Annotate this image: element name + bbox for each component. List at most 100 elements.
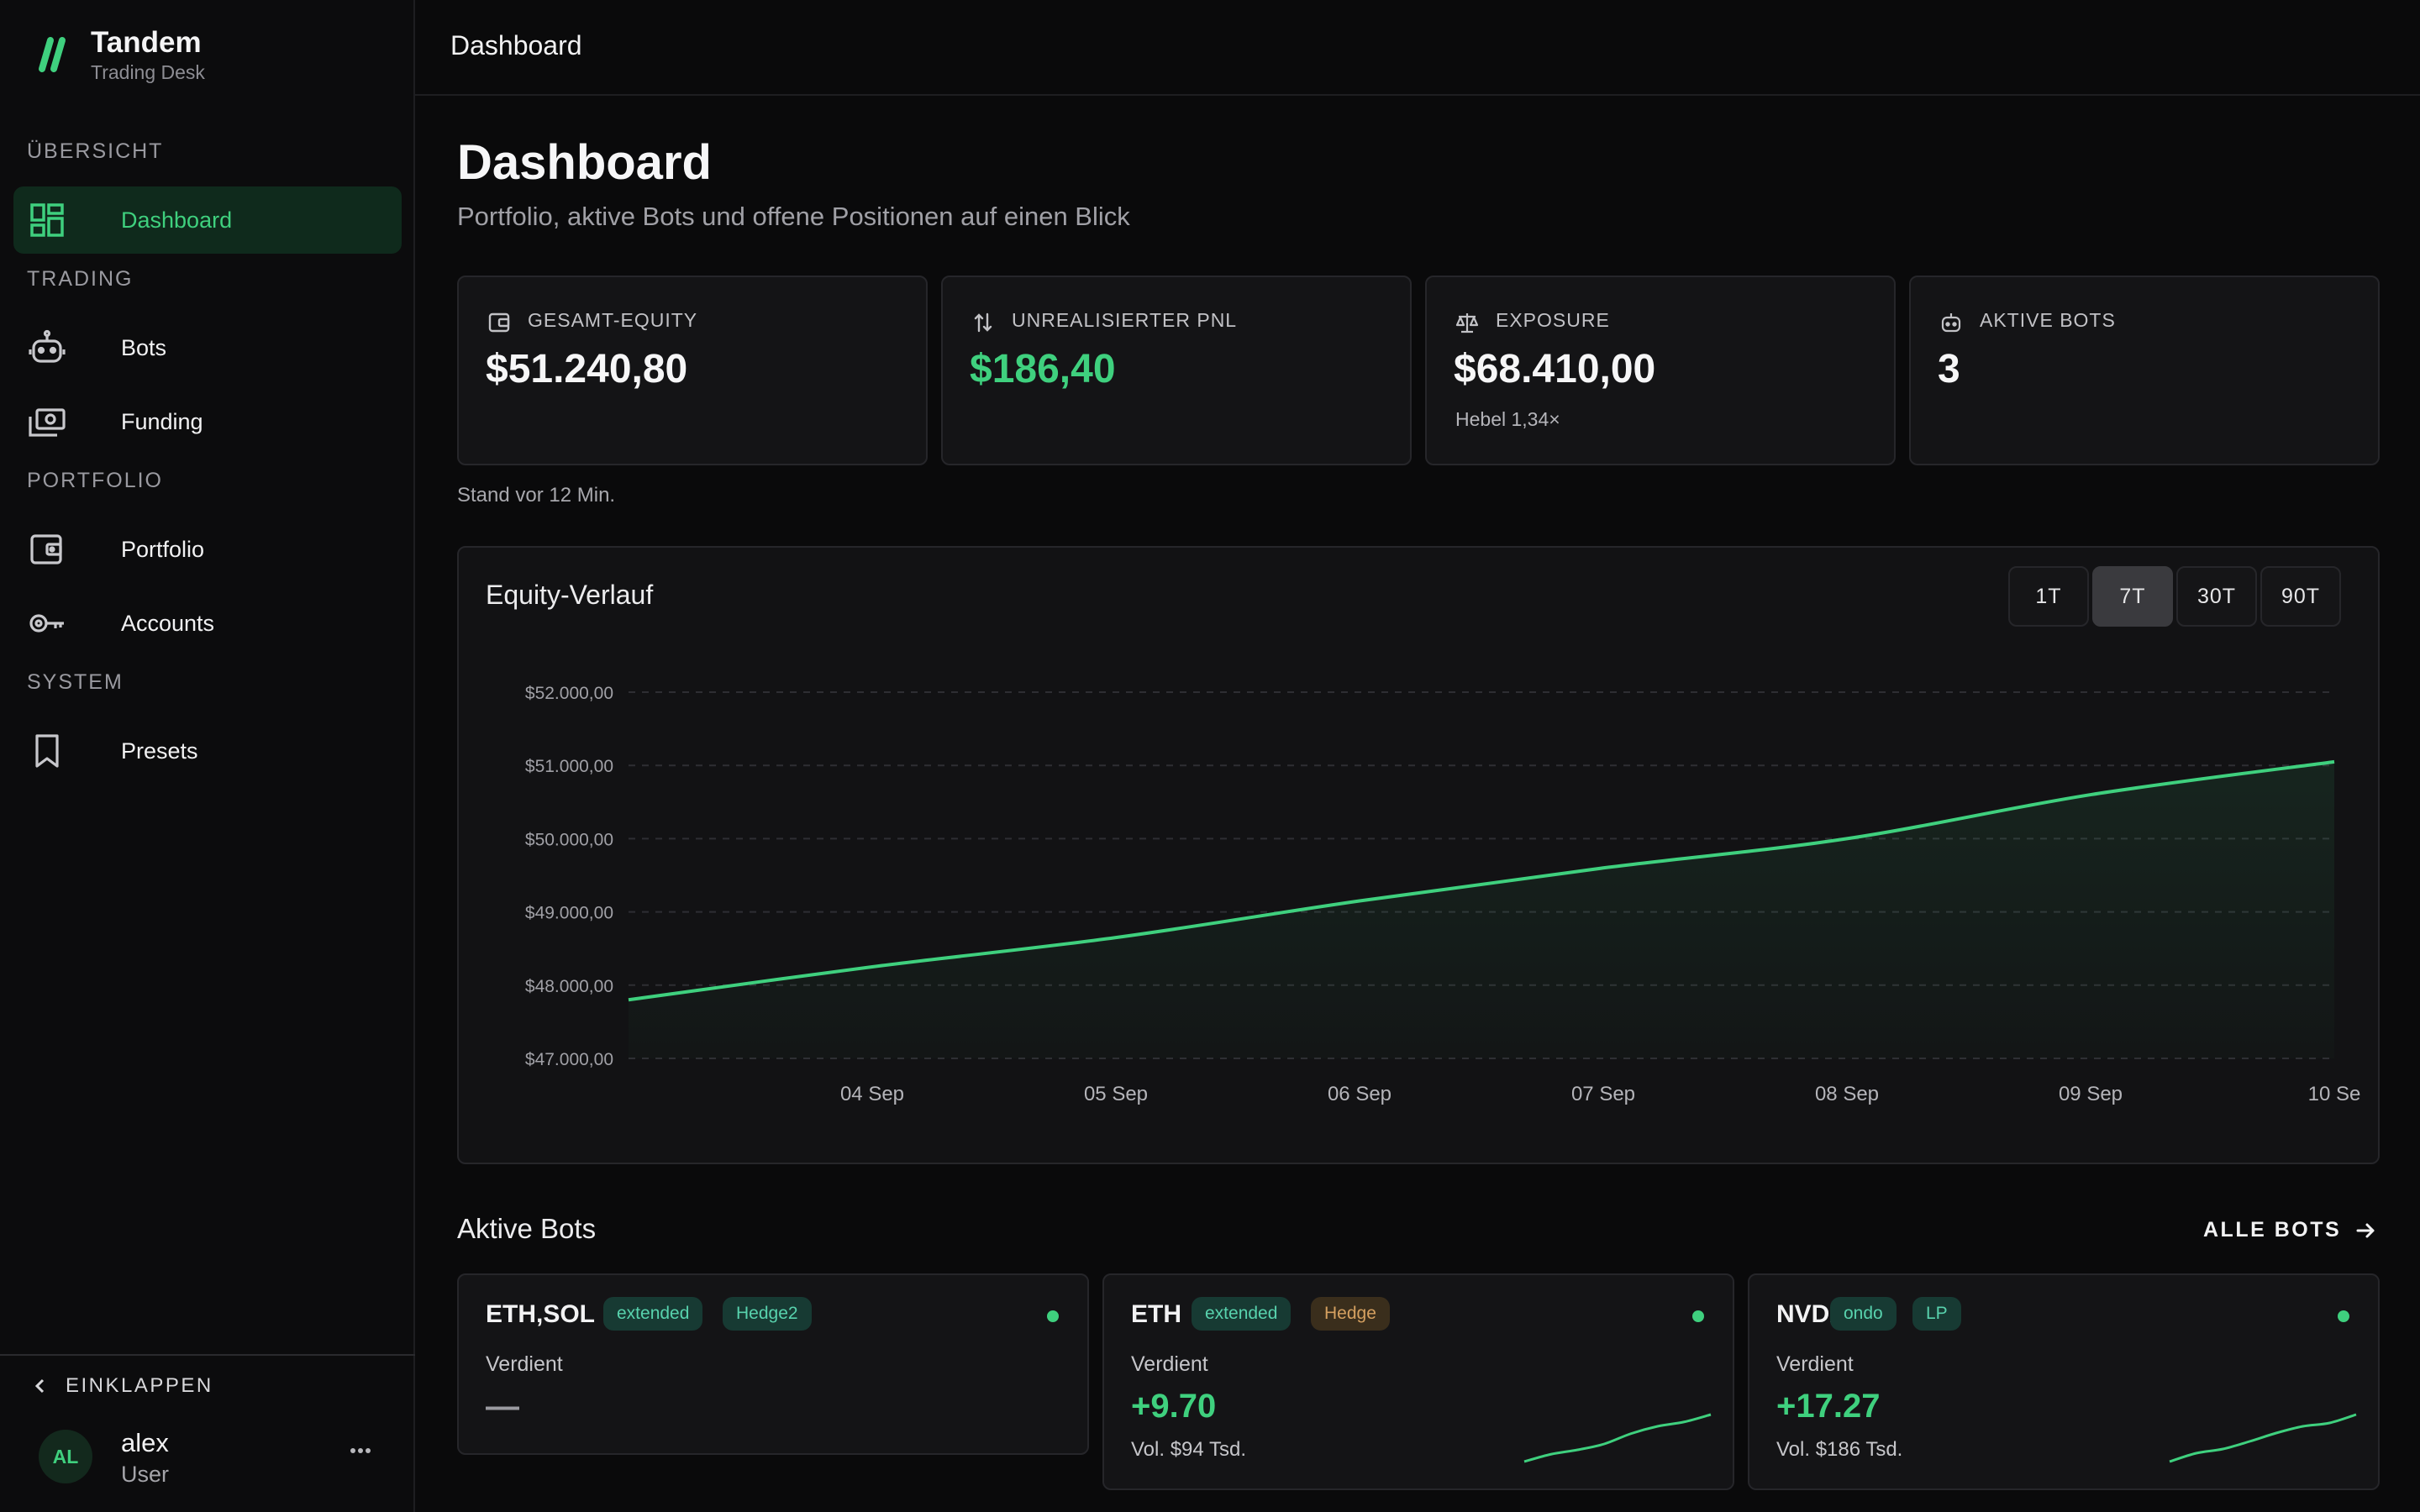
sidebar-item-label: Accounts bbox=[121, 610, 215, 636]
sidebar-item-presets[interactable]: Presets bbox=[13, 717, 402, 785]
sidebar-item-label: Funding bbox=[121, 408, 203, 434]
equity-area bbox=[629, 761, 2334, 1058]
bot-card[interactable]: NVDA ondo LP Verdient +17.27 Vol. $186 T… bbox=[1748, 1273, 2380, 1490]
sidebar-item-dashboard[interactable]: Dashboard bbox=[13, 186, 402, 254]
y-tick-label: $47.000,00 bbox=[525, 1050, 613, 1069]
x-tick-label: 06 Sep bbox=[1328, 1083, 1392, 1105]
page-subtitle: Portfolio, aktive Bots und offene Positi… bbox=[457, 202, 1130, 231]
bot-volume: Vol. $186 Tsd. bbox=[1776, 1438, 1903, 1461]
sparkline bbox=[2169, 1413, 2357, 1463]
range-button-1t[interactable]: 1T bbox=[2008, 566, 2089, 627]
more-options-icon[interactable] bbox=[350, 1446, 371, 1455]
collapse-sidebar-button[interactable]: EINKLAPPEN bbox=[32, 1374, 213, 1398]
bot-tag: ondo bbox=[1830, 1297, 1897, 1331]
bot-name: ETH bbox=[1131, 1300, 1181, 1328]
key-icon bbox=[29, 614, 64, 633]
range-button-30t[interactable]: 30T bbox=[2176, 566, 2257, 627]
kpi-label: GESAMT-EQUITY bbox=[528, 309, 698, 331]
bot-volume: Vol. $94 Tsd. bbox=[1131, 1438, 1246, 1461]
tandem-logo-icon bbox=[39, 37, 66, 72]
kpi-card-active-bots: AKTIVE BOTS 3 bbox=[1909, 276, 2380, 465]
sidebar-item-label: Portfolio bbox=[121, 536, 205, 562]
range-button-90t[interactable]: 90T bbox=[2260, 566, 2341, 627]
bot-tag: extended bbox=[603, 1297, 703, 1331]
sparkline-path bbox=[1523, 1413, 1712, 1463]
sidebar-item-label: Bots bbox=[121, 334, 167, 360]
bot-card[interactable]: ETH,SOL extended Hedge2 Verdient — bbox=[457, 1273, 1089, 1455]
kpi-value: $51.240,80 bbox=[486, 347, 688, 391]
bot-earned-value: — bbox=[486, 1388, 519, 1425]
user-profile[interactable]: AL alex User bbox=[39, 1428, 169, 1487]
status-dot bbox=[1047, 1310, 1059, 1322]
sidebar: Tandem Trading Desk ÜBERSICHT Dashboard … bbox=[0, 0, 415, 1512]
chart-title: Equity-Verlauf bbox=[486, 580, 654, 610]
equity-chart-card: $47.000,00 $48.000,00 $49.000,00 $50.000,00… bbox=[457, 546, 2380, 1164]
equity-line bbox=[628, 759, 2335, 1002]
kpi-card-equity: GESAMT-EQUITY $51.240,80 bbox=[457, 276, 928, 465]
bot-earned-value: +17.27 bbox=[1776, 1388, 1881, 1425]
robot-icon bbox=[1941, 313, 1961, 333]
sparkline bbox=[1523, 1413, 1712, 1463]
scale-icon bbox=[1455, 313, 1479, 333]
kpi-card-unrealized-pnl: UNREALISIERTER PNL $186,40 bbox=[941, 276, 1412, 465]
all-bots-link[interactable]: ALLE BOTS bbox=[2203, 1218, 2378, 1242]
brand-name: Tandem bbox=[91, 26, 202, 59]
leverage-note: Hebel 1,34× bbox=[1455, 408, 1560, 430]
breadcrumb: Dashboard bbox=[450, 30, 582, 60]
brand-subtitle: Trading Desk bbox=[91, 61, 205, 83]
bot-earned-label: Verdient bbox=[1776, 1352, 1854, 1376]
avatar: AL bbox=[39, 1430, 92, 1483]
range-button-7t[interactable]: 7T bbox=[2092, 566, 2173, 627]
nav-section-system: SYSTEM bbox=[27, 670, 124, 694]
sidebar-item-funding[interactable]: Funding bbox=[13, 388, 402, 455]
range-selector: 1T 7T 30T 90T bbox=[2008, 566, 2341, 627]
kpi-value: 3 bbox=[1938, 347, 1960, 391]
bot-tag: extended bbox=[1192, 1297, 1292, 1331]
user-name: alex bbox=[121, 1428, 169, 1457]
status-dot bbox=[2338, 1310, 2349, 1322]
last-updated: Stand vor 12 Min. bbox=[457, 484, 616, 507]
y-tick-label: $51.000,00 bbox=[525, 757, 613, 776]
x-tick-label: 09 Sep bbox=[2059, 1083, 2123, 1105]
bookmark-icon bbox=[35, 734, 59, 768]
top-bar: Dashboard bbox=[415, 0, 2420, 96]
divider bbox=[0, 1354, 415, 1356]
bot-earned-label: Verdient bbox=[1131, 1352, 1208, 1376]
x-tick-label: 10 Se bbox=[2308, 1083, 2361, 1105]
bot-name: ETH,SOL bbox=[486, 1300, 596, 1328]
y-tick-label: $49.000,00 bbox=[525, 904, 613, 923]
sidebar-item-accounts[interactable]: Accounts bbox=[13, 590, 402, 657]
kpi-label: EXPOSURE bbox=[1496, 309, 1610, 331]
bot-tag: LP bbox=[1912, 1297, 1961, 1331]
sidebar-item-bots[interactable]: Bots bbox=[13, 314, 402, 381]
bot-tag: Hedge bbox=[1311, 1297, 1390, 1331]
brand[interactable]: Tandem Trading Desk bbox=[34, 25, 205, 84]
bot-earned-label: Verdient bbox=[486, 1352, 563, 1376]
y-tick-label: $52.000,00 bbox=[525, 684, 613, 703]
sidebar-item-portfolio[interactable]: Portfolio bbox=[13, 516, 402, 583]
kpi-label: AKTIVE BOTS bbox=[1980, 309, 2116, 331]
cash-icon bbox=[29, 408, 66, 437]
nav-section-trading: TRADING bbox=[27, 267, 134, 291]
wallet-icon bbox=[30, 534, 62, 564]
kpi-value: $186,40 bbox=[970, 347, 1116, 391]
x-tick-label: 07 Sep bbox=[1571, 1083, 1635, 1105]
arrows-up-down-icon bbox=[974, 312, 992, 333]
nav-section-overview: ÜBERSICHT bbox=[27, 139, 164, 163]
sparkline-path bbox=[2169, 1413, 2357, 1463]
dashboard-icon bbox=[30, 203, 64, 237]
kpi-card-exposure: EXPOSURE $68.410,00 Hebel 1,34× bbox=[1425, 276, 1896, 465]
wallet-icon bbox=[488, 312, 510, 333]
x-tick-label: 04 Sep bbox=[840, 1083, 904, 1105]
status-dot bbox=[1692, 1310, 1704, 1322]
chevron-left-icon bbox=[34, 1378, 45, 1394]
all-bots-label: ALLE BOTS bbox=[2203, 1218, 2342, 1242]
collapse-label: EINKLAPPEN bbox=[66, 1374, 213, 1397]
kpi-value: $68.410,00 bbox=[1454, 347, 1656, 391]
page-title: Dashboard bbox=[457, 135, 712, 190]
nav-section-portfolio: PORTFOLIO bbox=[27, 469, 164, 492]
x-tick-label: 08 Sep bbox=[1815, 1083, 1879, 1105]
kpi-label: UNREALISIERTER PNL bbox=[1012, 309, 1238, 331]
bot-card[interactable]: ETH extended Hedge Verdient +9.70 Vol. $… bbox=[1102, 1273, 1734, 1490]
x-tick-label: 05 Sep bbox=[1084, 1083, 1148, 1105]
